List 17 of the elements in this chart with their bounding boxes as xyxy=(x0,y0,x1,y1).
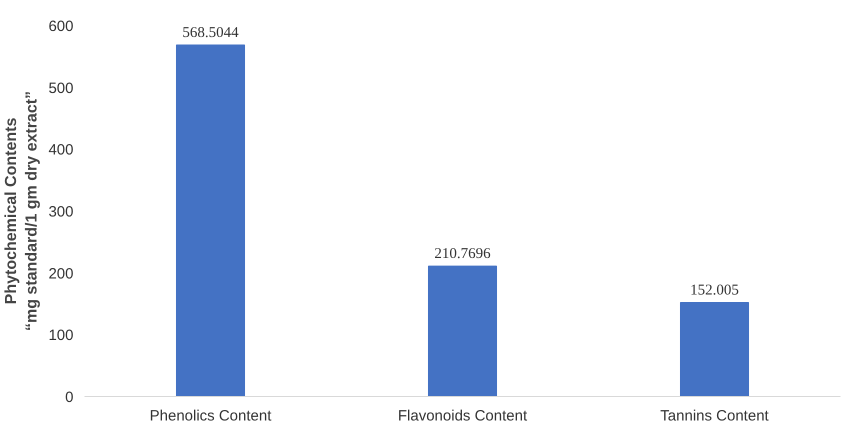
y-tick-label: 600 xyxy=(48,18,74,35)
data-label: 152.005 xyxy=(690,282,739,299)
y-tick-label: 0 xyxy=(65,389,74,406)
y-tick-label: 400 xyxy=(48,142,74,159)
y-tick-label: 500 xyxy=(48,80,74,97)
bar xyxy=(428,266,498,396)
y-tick-label: 100 xyxy=(48,327,74,344)
data-label: 568.5044 xyxy=(182,24,240,41)
y-tick-label: 200 xyxy=(48,265,74,282)
x-tick-label: Flavonoids Content xyxy=(398,408,528,424)
data-label: 210.7696 xyxy=(434,246,492,262)
x-tick-label: Phenolics Content xyxy=(150,408,272,424)
y-tick-label: 300 xyxy=(48,204,74,220)
bar xyxy=(176,44,246,396)
x-tick-label: Tannins Content xyxy=(660,408,770,424)
y-axis-title: Phytochemical Contents “mg standard/1 gm dry extract” xyxy=(3,90,40,332)
bar xyxy=(680,302,750,396)
